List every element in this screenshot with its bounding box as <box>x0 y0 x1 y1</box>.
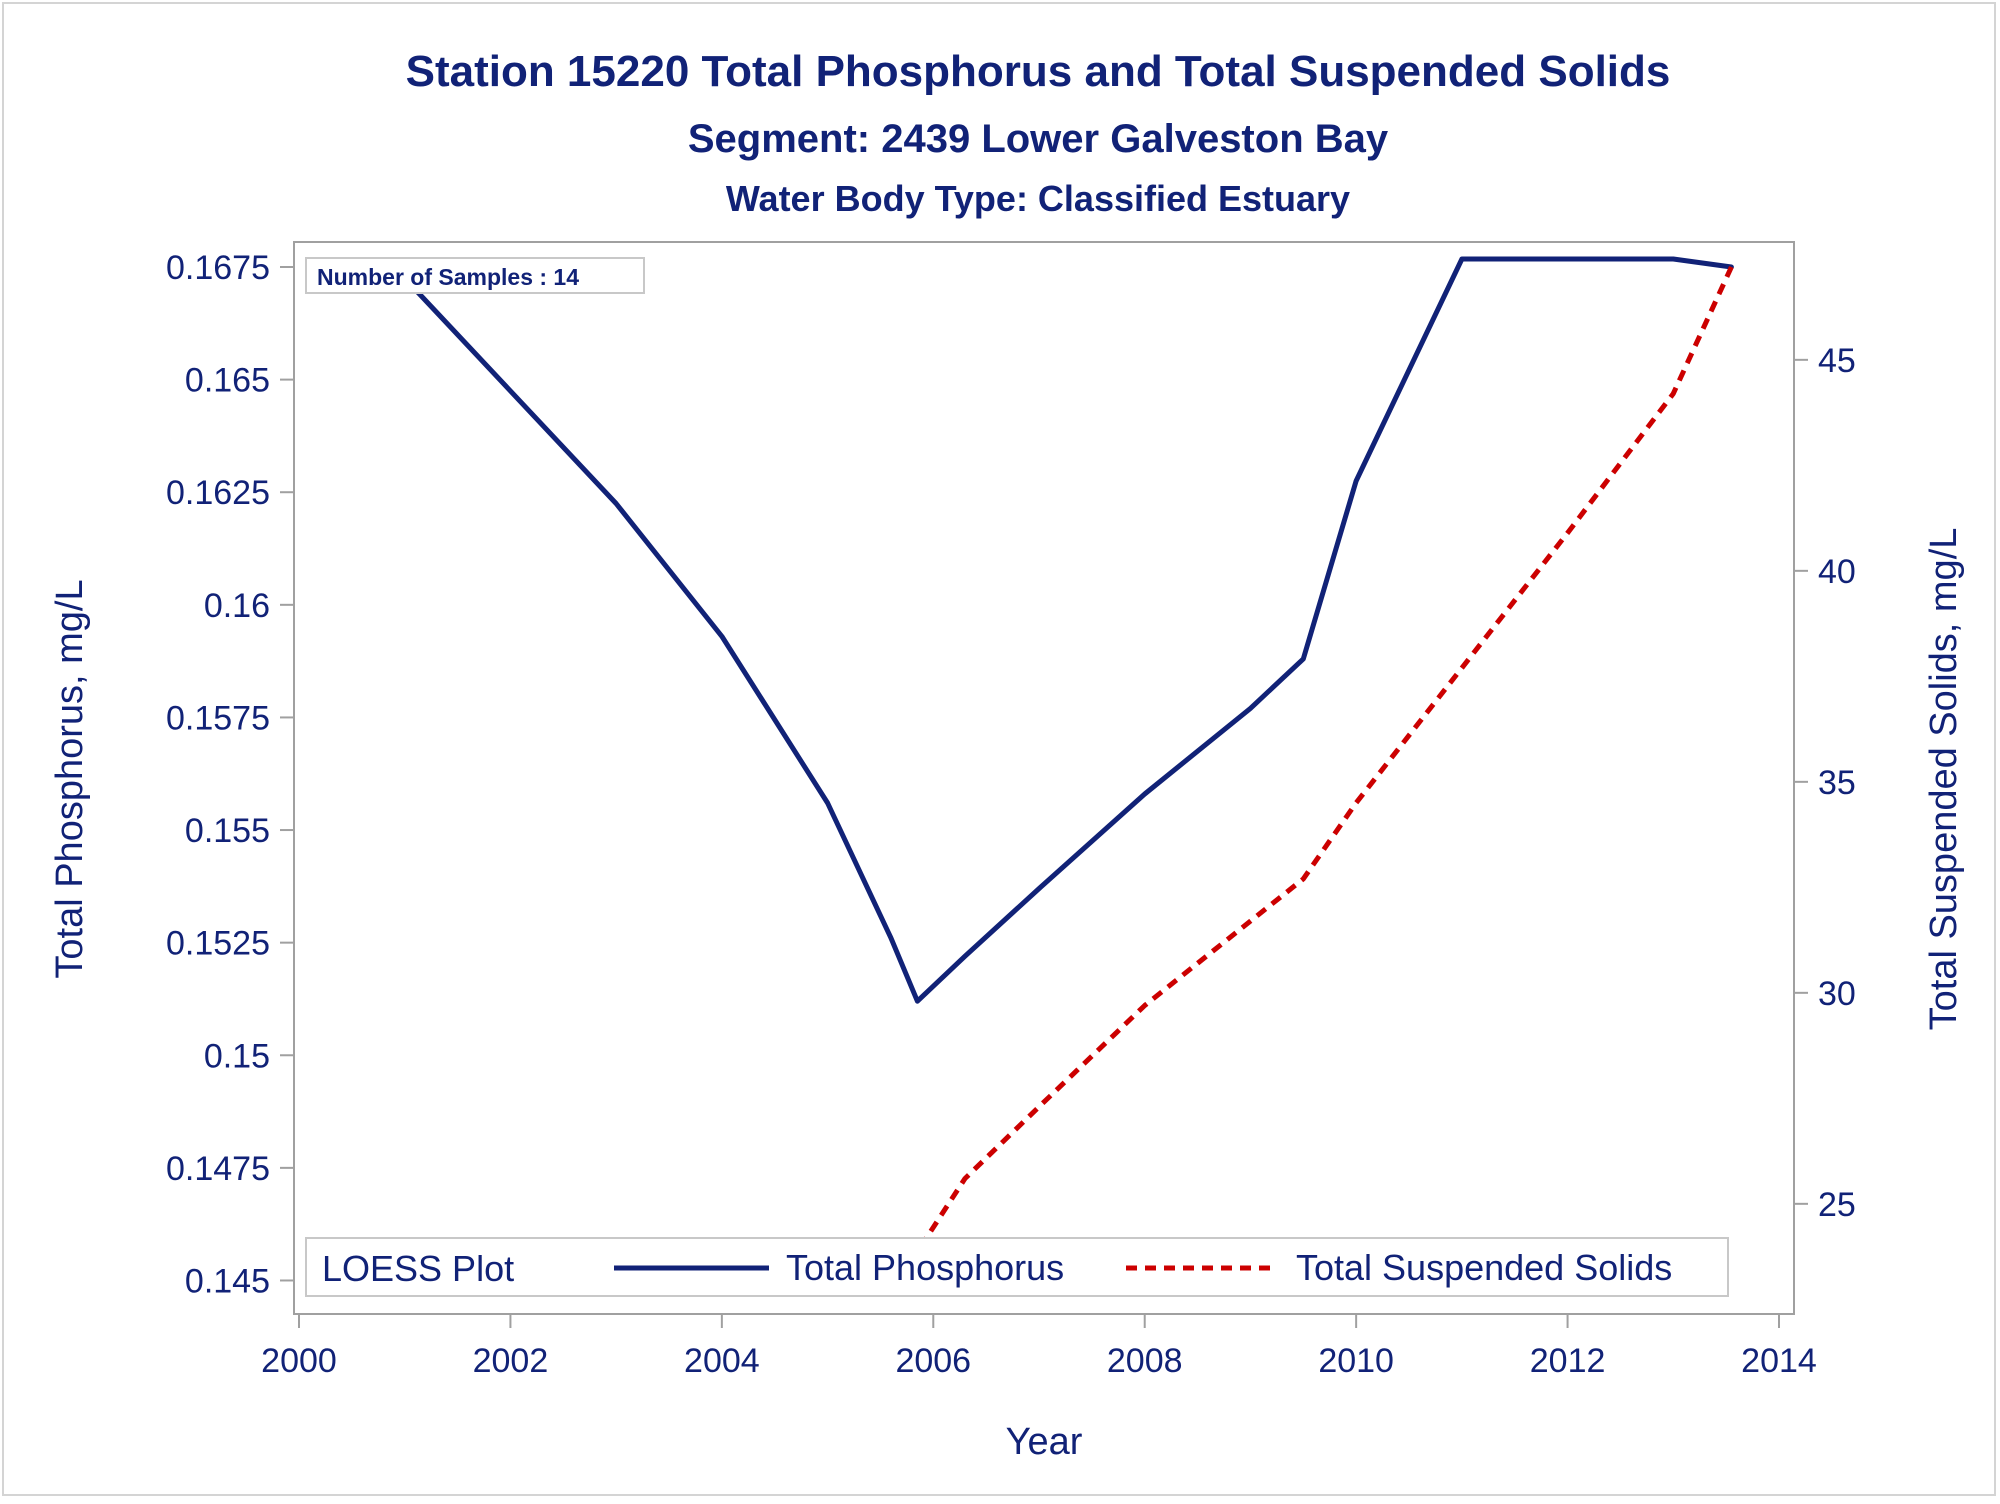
x-tick-label: 2000 <box>261 1342 337 1380</box>
y-tick-label: 0.16 <box>204 587 270 625</box>
y2-tick-label: 30 <box>1818 975 1856 1013</box>
series-line-phosphorus <box>391 256 1734 1004</box>
y-axis-label: Total Phosphorus, mg/L <box>49 579 91 978</box>
x-tick-label: 2010 <box>1318 1342 1394 1380</box>
x-tick-label: 2002 <box>473 1342 549 1380</box>
y2-axis-label: Total Suspended Solids, mg/L <box>1923 528 1965 1031</box>
inset-box <box>305 257 645 294</box>
y-tick-label: 0.15 <box>204 1037 270 1075</box>
legend: LOESS Plot Total Phosphorus Total Suspen… <box>305 1237 1729 1297</box>
x-tick-label: 2006 <box>895 1342 971 1380</box>
chart-svg: Station 15220 Total Phosphorus and Total… <box>49 47 1965 1463</box>
series-line-tss <box>394 265 1734 1295</box>
chart-subtitle: Segment: 2439 Lower Galveston Bay <box>688 117 1389 161</box>
y-tick-label: 0.1475 <box>166 1150 270 1188</box>
legend-label-tss: Total Suspended Solids <box>1296 1247 1672 1288</box>
legend-label-phosphorus: Total Phosphorus <box>786 1247 1064 1288</box>
y2-tick-label: 40 <box>1818 553 1856 591</box>
x-tick-label: 2008 <box>1107 1342 1183 1380</box>
y2-tick-label: 45 <box>1818 342 1856 380</box>
inset-sample-count: Number of Samples : 14 <box>317 264 579 290</box>
y-tick-label: 0.1575 <box>166 699 270 737</box>
y-tick-label: 0.145 <box>185 1262 270 1300</box>
y-tick-label: 0.1625 <box>166 474 270 512</box>
y-tick-label: 0.165 <box>185 362 270 400</box>
legend-box <box>305 1237 1729 1297</box>
chart-title: Station 15220 Total Phosphorus and Total… <box>406 47 1671 96</box>
x-tick-label: 2004 <box>684 1342 760 1380</box>
x-tick-label: 2012 <box>1530 1342 1606 1380</box>
y-tick-label: 0.155 <box>185 812 270 850</box>
y2-tick-label: 35 <box>1818 764 1856 802</box>
x-axis-label: Year <box>1006 1421 1083 1463</box>
y-tick-label: 0.1675 <box>166 249 270 287</box>
x-tick-label: 2014 <box>1741 1342 1817 1380</box>
y-tick-label: 0.1525 <box>166 925 270 963</box>
y2-tick-label: 25 <box>1818 1186 1856 1224</box>
legend-title: LOESS Plot <box>322 1248 514 1289</box>
plot-area <box>293 241 1795 1315</box>
chart-subtitle-2: Water Body Type: Classified Estuary <box>726 178 1350 219</box>
